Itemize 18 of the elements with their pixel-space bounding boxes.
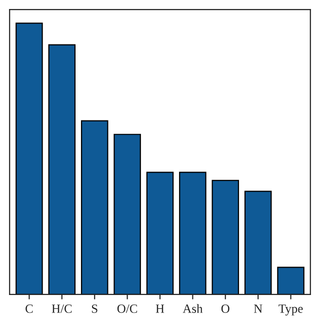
x-tick-label: C: [26, 304, 33, 313]
x-tick-label: O: [221, 304, 230, 313]
bar: [146, 172, 174, 294]
bar: [212, 180, 240, 294]
x-tick-label: Type: [278, 304, 303, 316]
x-tick-label: Ash: [182, 304, 203, 313]
bar: [244, 190, 272, 294]
bar: [179, 172, 206, 294]
bar: [114, 134, 141, 294]
bar: [80, 120, 108, 294]
bar: [277, 266, 304, 294]
bar: [16, 22, 43, 294]
x-tick-label: H/C: [52, 304, 72, 313]
bar: [48, 44, 76, 294]
x-tick-label: N: [254, 304, 262, 313]
x-tick-label: H: [156, 304, 164, 313]
x-tick-label: O/C: [117, 304, 138, 313]
x-tick-label: S: [92, 304, 98, 313]
